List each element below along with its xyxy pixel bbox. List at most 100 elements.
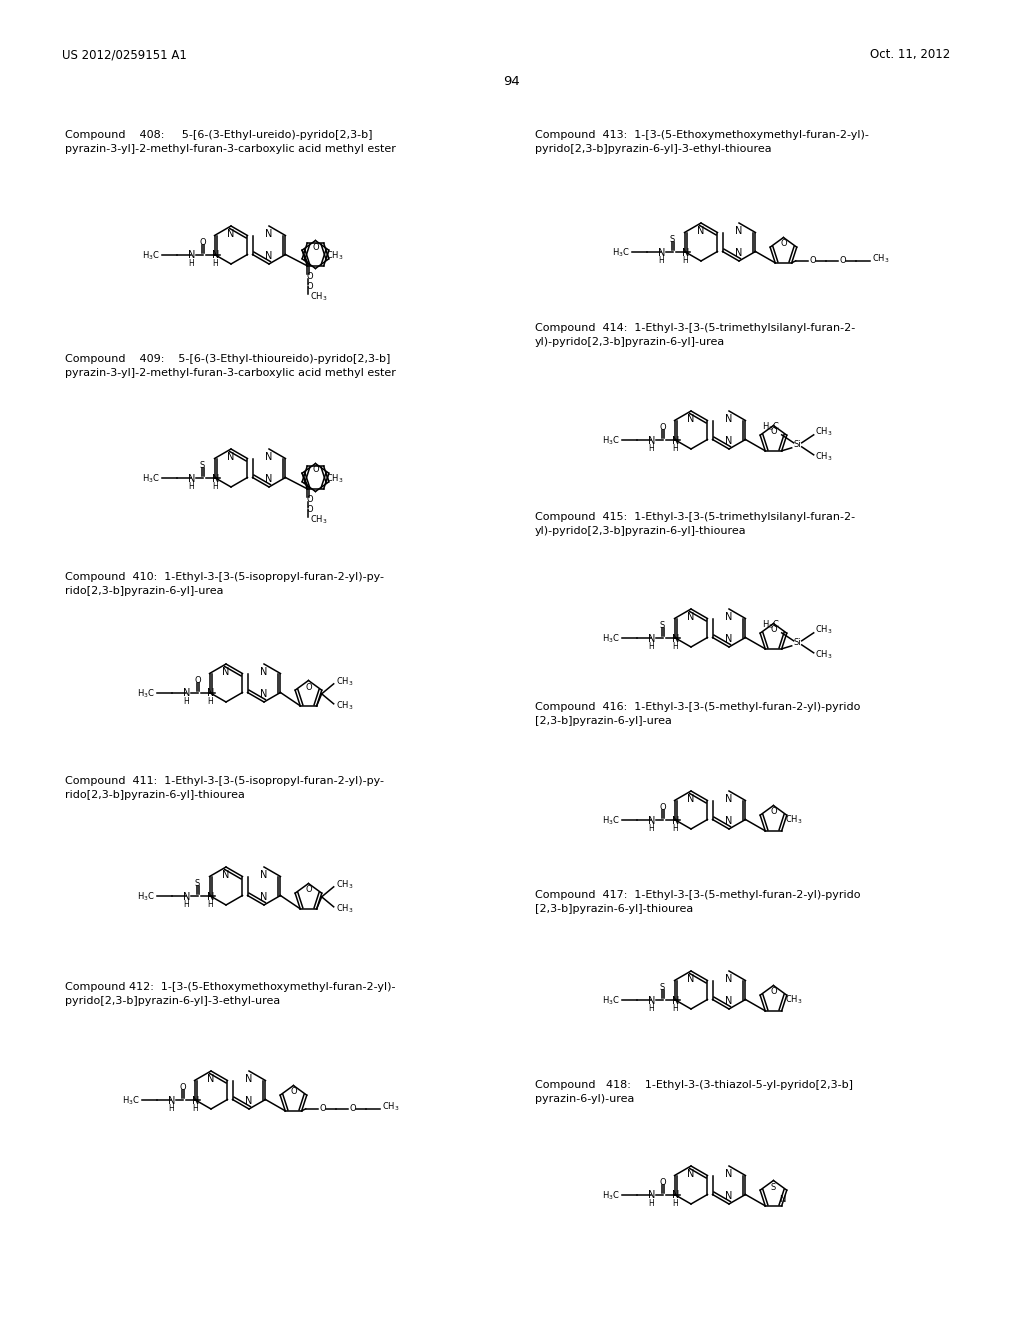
Text: Compound  415:  1-Ethyl-3-[3-(5-trimethylsilanyl-furan-2-: Compound 415: 1-Ethyl-3-[3-(5-trimethyls… xyxy=(535,512,855,521)
Text: O: O xyxy=(307,495,313,504)
Text: Compound  414:  1-Ethyl-3-[3-(5-trimethylsilanyl-furan-2-: Compound 414: 1-Ethyl-3-[3-(5-trimethyls… xyxy=(535,323,855,333)
Text: S: S xyxy=(659,983,666,993)
Text: N: N xyxy=(725,1170,733,1179)
Text: O: O xyxy=(179,1082,186,1092)
Text: N: N xyxy=(672,995,679,1006)
Text: CH$_3$: CH$_3$ xyxy=(784,813,802,826)
Text: N: N xyxy=(246,1074,253,1084)
Text: O: O xyxy=(780,239,786,248)
Text: N: N xyxy=(187,474,196,483)
Text: S: S xyxy=(659,620,666,630)
Text: Compound 412:  1-[3-(5-Ethoxymethoxymethyl-furan-2-yl)-: Compound 412: 1-[3-(5-Ethoxymethoxymethy… xyxy=(65,982,395,993)
Text: rido[2,3-b]pyrazin-6-yl]-thiourea: rido[2,3-b]pyrazin-6-yl]-thiourea xyxy=(65,789,245,800)
Text: H$_3$C: H$_3$C xyxy=(137,688,155,700)
Text: O: O xyxy=(770,987,777,997)
Text: N: N xyxy=(260,892,267,902)
Text: N: N xyxy=(168,1096,175,1106)
Text: O: O xyxy=(200,238,206,247)
Text: CH$_3$: CH$_3$ xyxy=(336,700,353,711)
Text: N: N xyxy=(687,414,694,424)
Text: N: N xyxy=(265,474,272,484)
Text: CH$_3$: CH$_3$ xyxy=(784,994,802,1006)
Text: N: N xyxy=(222,870,229,880)
Text: H$_3$C: H$_3$C xyxy=(122,1094,139,1106)
Text: H$_3$C: H$_3$C xyxy=(602,814,620,826)
Text: O: O xyxy=(349,1105,356,1113)
Text: pyrido[2,3-b]pyrazin-6-yl]-3-ethyl-urea: pyrido[2,3-b]pyrazin-6-yl]-3-ethyl-urea xyxy=(65,997,281,1006)
Text: CH$_3$: CH$_3$ xyxy=(336,676,353,688)
Text: N: N xyxy=(672,634,679,644)
Text: N: N xyxy=(779,1195,785,1204)
Text: N: N xyxy=(672,816,679,825)
Text: N: N xyxy=(183,891,190,902)
Text: H$_3$C: H$_3$C xyxy=(141,473,160,484)
Text: H: H xyxy=(673,1199,679,1208)
Text: N: N xyxy=(191,1096,200,1106)
Text: N: N xyxy=(265,228,272,239)
Text: N: N xyxy=(648,634,655,644)
Text: N: N xyxy=(183,689,190,698)
Text: pyrazin-6-yl)-urea: pyrazin-6-yl)-urea xyxy=(535,1094,635,1104)
Text: N: N xyxy=(725,974,733,983)
Text: 94: 94 xyxy=(504,75,520,88)
Text: N: N xyxy=(648,1191,655,1200)
Text: H: H xyxy=(673,642,679,651)
Text: S: S xyxy=(200,461,205,470)
Text: O: O xyxy=(305,682,311,692)
Text: N: N xyxy=(687,795,694,804)
Text: H: H xyxy=(673,444,679,453)
Text: N: N xyxy=(187,251,196,260)
Text: H: H xyxy=(648,1199,654,1208)
Text: CH$_3$: CH$_3$ xyxy=(326,249,343,261)
Text: H: H xyxy=(188,259,195,268)
Text: H$_3$C: H$_3$C xyxy=(762,421,779,433)
Text: CH$_3$: CH$_3$ xyxy=(815,425,833,438)
Text: N: N xyxy=(725,634,733,644)
Text: Si: Si xyxy=(794,639,802,647)
Text: N: N xyxy=(725,795,733,804)
Text: H: H xyxy=(673,1005,679,1012)
Text: O: O xyxy=(307,281,313,290)
Text: CH$_3$: CH$_3$ xyxy=(310,513,328,527)
Text: N: N xyxy=(725,436,733,446)
Text: CH$_3$: CH$_3$ xyxy=(815,450,833,463)
Text: N: N xyxy=(648,816,655,825)
Text: pyrido[2,3-b]pyrazin-6-yl]-3-ethyl-thiourea: pyrido[2,3-b]pyrazin-6-yl]-3-ethyl-thiou… xyxy=(535,144,772,154)
Text: Compound    409:    5-[6-(3-Ethyl-thioureido)-pyrido[2,3-b]: Compound 409: 5-[6-(3-Ethyl-thioureido)-… xyxy=(65,354,390,364)
Text: H: H xyxy=(648,824,654,833)
Text: H$_3$C: H$_3$C xyxy=(762,619,779,631)
Text: H: H xyxy=(648,444,654,453)
Text: H$_3$C: H$_3$C xyxy=(611,247,630,259)
Text: O: O xyxy=(810,256,816,265)
Text: H: H xyxy=(169,1104,174,1113)
Text: H: H xyxy=(213,259,218,268)
Text: yl)-pyrido[2,3-b]pyrazin-6-yl]-thiourea: yl)-pyrido[2,3-b]pyrazin-6-yl]-thiourea xyxy=(535,525,746,536)
Text: Compound  413:  1-[3-(5-Ethoxymethoxymethyl-furan-2-yl)-: Compound 413: 1-[3-(5-Ethoxymethoxymethy… xyxy=(535,129,869,140)
Text: rido[2,3-b]pyrazin-6-yl]-urea: rido[2,3-b]pyrazin-6-yl]-urea xyxy=(65,586,223,597)
Text: H: H xyxy=(648,1005,654,1012)
Text: O: O xyxy=(659,1177,666,1187)
Text: Compound  417:  1-Ethyl-3-[3-(5-methyl-furan-2-yl)-pyrido: Compound 417: 1-Ethyl-3-[3-(5-methyl-fur… xyxy=(535,890,860,900)
Text: H$_3$C: H$_3$C xyxy=(602,632,620,644)
Text: N: N xyxy=(725,414,733,424)
Text: pyrazin-3-yl]-2-methyl-furan-3-carboxylic acid methyl ester: pyrazin-3-yl]-2-methyl-furan-3-carboxyli… xyxy=(65,144,396,154)
Text: N: N xyxy=(725,997,733,1006)
Text: N: N xyxy=(212,474,219,483)
Text: N: N xyxy=(687,612,694,622)
Text: O: O xyxy=(770,626,777,635)
Text: Compound  410:  1-Ethyl-3-[3-(5-isopropyl-furan-2-yl)-py-: Compound 410: 1-Ethyl-3-[3-(5-isopropyl-… xyxy=(65,572,384,582)
Text: O: O xyxy=(307,504,313,513)
Text: N: N xyxy=(227,228,234,239)
Text: H: H xyxy=(208,697,213,706)
Text: CH$_3$: CH$_3$ xyxy=(382,1101,399,1113)
Text: N: N xyxy=(687,974,694,983)
Text: O: O xyxy=(290,1088,297,1097)
Text: N: N xyxy=(265,451,272,462)
Text: N: N xyxy=(260,689,267,700)
Text: Oct. 11, 2012: Oct. 11, 2012 xyxy=(870,48,950,61)
Text: N: N xyxy=(725,816,733,826)
Text: N: N xyxy=(265,251,272,261)
Text: pyrazin-3-yl]-2-methyl-furan-3-carboxylic acid methyl ester: pyrazin-3-yl]-2-methyl-furan-3-carboxyli… xyxy=(65,368,396,378)
Text: N: N xyxy=(687,1170,694,1179)
Text: Compound  416:  1-Ethyl-3-[3-(5-methyl-furan-2-yl)-pyrido: Compound 416: 1-Ethyl-3-[3-(5-methyl-fur… xyxy=(535,702,860,711)
